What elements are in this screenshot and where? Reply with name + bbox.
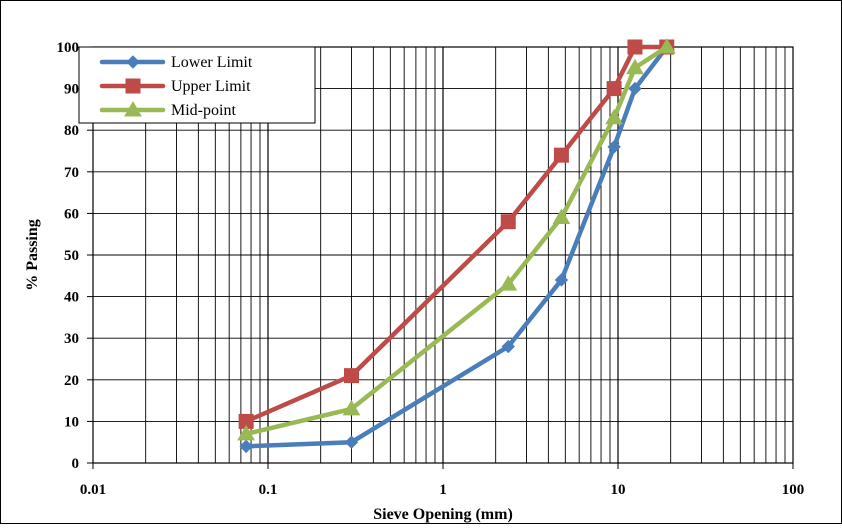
- diamond-marker: [239, 439, 253, 454]
- triangle-marker: [626, 58, 644, 75]
- y-tick-label: 40: [64, 290, 79, 306]
- legend-square-marker: [125, 78, 141, 94]
- diamond-marker: [344, 435, 359, 449]
- diamond-marker: [554, 273, 569, 287]
- triangle-marker: [657, 37, 676, 54]
- axes: 0 10 20 30 40 50 60 70 80 90 100 0.01 0.1 1 10 100: [57, 40, 805, 498]
- x-tick-label: 10: [611, 482, 626, 498]
- legend: Lower Limit Upper Limit Mid-point: [78, 46, 316, 124]
- diamond-marker: [501, 339, 515, 354]
- y-tick-label: 80: [64, 123, 79, 139]
- y-tick-label: 0: [72, 456, 80, 472]
- legend-label: Lower Limit: [171, 54, 253, 71]
- x-tick-label: 0.1: [259, 482, 278, 498]
- legend-label: Mid-point: [171, 102, 236, 119]
- triangle-marker: [605, 108, 623, 125]
- square-marker: [553, 147, 569, 163]
- square-marker: [627, 39, 643, 55]
- x-tick-label: 0.01: [80, 482, 106, 498]
- square-marker: [606, 81, 622, 97]
- legend-label: Upper Limit: [171, 78, 251, 95]
- x-tick-label: 1: [439, 482, 447, 498]
- legend-item: Lower Limit: [99, 54, 253, 71]
- triangle-marker: [342, 399, 361, 416]
- y-tick-label: 90: [64, 82, 79, 98]
- y-tick-label: 100: [57, 40, 80, 56]
- y-tick-label: 10: [64, 414, 79, 430]
- x-axis-title: Sieve Opening (mm): [373, 506, 513, 523]
- y-axis-title: % Passing: [24, 219, 41, 291]
- y-tick-label: 20: [64, 373, 79, 389]
- square-marker: [343, 368, 359, 384]
- y-tick-label: 30: [64, 331, 79, 347]
- legend-item: Upper Limit: [99, 78, 251, 95]
- diamond-marker: [628, 81, 642, 96]
- series-mid-point: [237, 37, 676, 441]
- y-tick-label: 70: [64, 165, 79, 181]
- triangle-marker: [237, 424, 255, 441]
- legend-triangle-marker: [124, 100, 142, 117]
- y-tick-label: 60: [64, 206, 79, 222]
- square-marker: [500, 214, 516, 230]
- y-tick-label: 50: [64, 248, 79, 264]
- triangle-marker: [499, 275, 518, 291]
- diamond-marker: [607, 140, 621, 154]
- triangle-marker: [552, 208, 571, 225]
- x-tick-label: 100: [782, 482, 805, 498]
- legend-item: Mid-point: [99, 100, 236, 119]
- legend-diamond-marker: [126, 55, 140, 69]
- series-layer: [237, 37, 676, 454]
